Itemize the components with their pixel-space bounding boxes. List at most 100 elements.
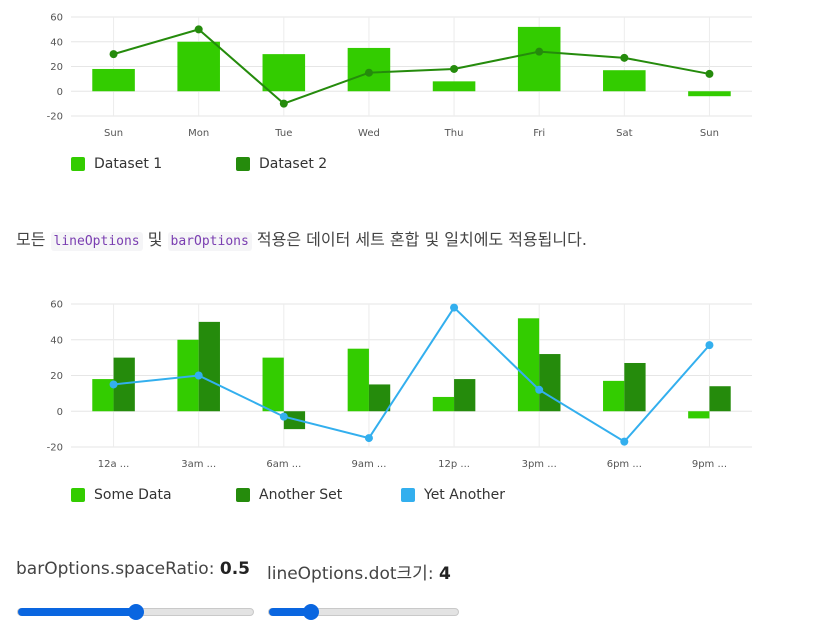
x-tick-label: 3am ...	[181, 459, 216, 470]
bar-another-set	[539, 354, 561, 412]
x-tick-label: Fri	[533, 128, 545, 139]
bar-some-data	[432, 396, 455, 412]
chart-2-plot: 60 40 20 0 -20 12a ... 3am ... 6am ... 9am ... 12…	[47, 300, 752, 470]
space-ratio-control-label: barOptions.spaceRatio: 0.5	[16, 559, 250, 579]
bar-some-data	[92, 379, 114, 412]
y-tick-label: 60	[50, 300, 63, 311]
x-tick-label: 12a ...	[98, 459, 130, 470]
space-ratio-value: 0.5	[219, 559, 250, 579]
line-dataset-2	[113, 28, 710, 105]
y-tick-label: 0	[57, 87, 63, 98]
point-dataset-2	[450, 64, 459, 73]
chart-1-plot: 60 40 20 0 -20 Sun Mon Tue Wed Thu Fri Sat Sun	[47, 13, 752, 139]
dot-size-slider-fill	[269, 608, 311, 616]
line-yet-another	[113, 306, 711, 443]
legend-swatch-some-data	[71, 488, 85, 502]
chart-1: 60 40 20 0 -20 Sun Mon Tue Wed Thu Fri Sat Sun	[0, 0, 832, 150]
bar-dataset-1	[432, 81, 476, 92]
point-dataset-2	[279, 99, 288, 108]
x-tick-label: Sat	[616, 128, 632, 139]
y-tick-label: 20	[50, 371, 63, 382]
point-yet-another	[279, 412, 288, 421]
point-yet-another	[194, 371, 203, 380]
y-tick-label: 20	[50, 62, 63, 73]
y-tick-label: 0	[57, 407, 63, 418]
point-dataset-2	[364, 68, 373, 77]
x-tick-label: 3pm ...	[522, 459, 557, 470]
legend-item-some-data[interactable]: Some Data	[71, 487, 236, 503]
legend-item-yet-another[interactable]: Yet Another	[401, 487, 505, 503]
legend-item-dataset-1[interactable]: Dataset 1	[71, 156, 236, 172]
y-tick-label: 60	[50, 13, 63, 24]
point-dataset-2	[109, 50, 118, 59]
code-bar-options: barOptions	[167, 232, 252, 251]
legend-swatch-dataset-2	[236, 157, 250, 171]
point-dataset-2	[620, 53, 629, 62]
point-dataset-2	[705, 69, 714, 78]
bar-dataset-1	[688, 91, 731, 97]
bar-another-set	[454, 379, 476, 412]
chart-2-legend: Some Data Another Set Yet Another	[71, 487, 505, 503]
legend-label-dataset-2: Dataset 2	[259, 156, 328, 172]
y-tick-label: 40	[50, 37, 63, 48]
space-ratio-slider-fill	[18, 608, 136, 616]
bar-dataset-1	[262, 54, 306, 92]
legend-label-another-set: Another Set	[259, 487, 343, 503]
x-tick-label: 6am ...	[266, 459, 301, 470]
point-yet-another	[535, 385, 544, 394]
legend-label-dataset-1: Dataset 1	[94, 156, 163, 172]
legend-label-some-data: Some Data	[94, 487, 172, 503]
dot-size-slider[interactable]	[268, 604, 459, 620]
y-tick-label: -20	[47, 112, 63, 123]
description-mid: 및	[142, 230, 168, 249]
y-tick-label: -20	[47, 443, 63, 454]
space-ratio-label: barOptions.spaceRatio:	[16, 559, 215, 579]
legend-item-dataset-2[interactable]: Dataset 2	[236, 156, 327, 172]
dot-size-label: lineOptions.dot크기:	[267, 564, 434, 584]
x-tick-label: Thu	[444, 128, 464, 139]
description-post: 적용은 데이터 세트 혼합 및 일치에도 적용됩니다.	[251, 230, 587, 249]
bar-some-data	[177, 339, 199, 412]
bar-another-set	[368, 384, 391, 412]
bar-another-set	[624, 362, 646, 412]
description-text: 모든 lineOptions 및 barOptions 적용은 데이터 세트 혼…	[16, 226, 587, 251]
x-tick-label: Mon	[188, 128, 209, 139]
space-ratio-slider[interactable]	[17, 604, 254, 620]
bar-some-data	[688, 411, 710, 419]
x-tick-label: Tue	[274, 128, 292, 139]
legend-swatch-yet-another	[401, 488, 415, 502]
legend-swatch-dataset-1	[71, 157, 85, 171]
bar-dataset-1	[603, 70, 646, 92]
bar-another-set	[113, 357, 135, 412]
description-pre: 모든	[16, 230, 51, 249]
bar-another-set	[709, 386, 731, 412]
x-tick-label: Sun	[104, 128, 123, 139]
dot-size-slider-thumb[interactable]	[302, 604, 319, 620]
point-yet-another	[705, 341, 714, 350]
space-ratio-slider-thumb[interactable]	[127, 604, 144, 620]
bar-some-data	[262, 357, 284, 412]
y-tick-label: 40	[50, 335, 63, 346]
chart-1-legend: Dataset 1 Dataset 2	[71, 156, 327, 172]
point-yet-another	[109, 380, 118, 389]
bar-dataset-1	[92, 68, 135, 92]
x-tick-label: Sun	[700, 128, 719, 139]
legend-item-another-set[interactable]: Another Set	[236, 487, 401, 503]
legend-label-yet-another: Yet Another	[424, 487, 505, 503]
point-yet-another	[620, 437, 629, 446]
bar-some-data	[603, 380, 625, 412]
bar-some-data	[347, 348, 369, 412]
point-dataset-2	[194, 25, 203, 34]
bar-dataset-1	[177, 41, 220, 92]
x-tick-label: 9pm ...	[692, 459, 727, 470]
dot-size-value: 4	[438, 564, 451, 584]
point-yet-another	[364, 434, 373, 443]
bar-another-set	[198, 321, 220, 412]
x-tick-label: 9am ...	[351, 459, 386, 470]
bar-dataset-1	[517, 26, 561, 92]
code-line-options: lineOptions	[50, 232, 143, 251]
point-yet-another	[450, 303, 459, 312]
x-tick-label: 12p ...	[438, 459, 470, 470]
point-dataset-2	[535, 47, 544, 56]
dot-size-control-label: lineOptions.dot크기: 4	[267, 559, 451, 584]
